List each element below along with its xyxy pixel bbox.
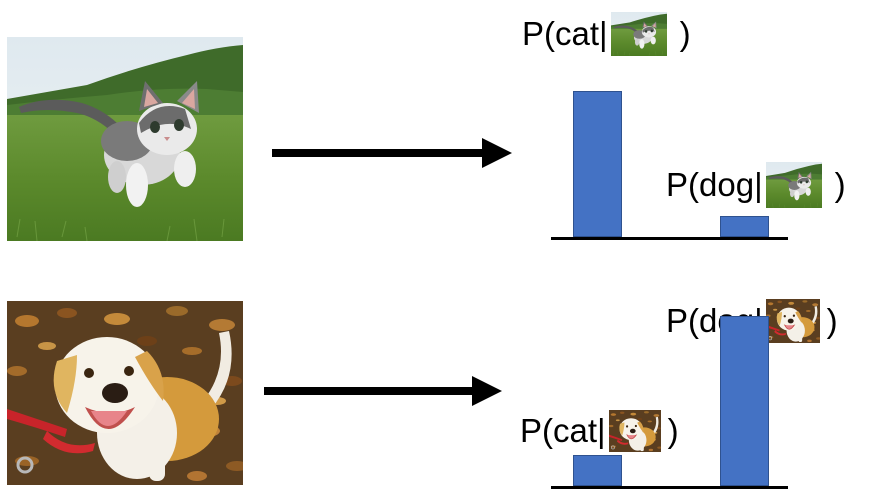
bar-cat	[573, 455, 622, 486]
label-suffix: )	[826, 302, 838, 339]
cat-thumbnail	[611, 12, 667, 56]
row-cat: P(cat | ) P(dog | )	[0, 0, 894, 250]
label-suffix: )	[834, 166, 846, 203]
label-prefix: P(cat	[520, 412, 598, 449]
label-p-cat: P(cat | )	[520, 410, 679, 452]
label-p-dog: P(dog | )	[666, 162, 846, 208]
label-separator: |	[754, 166, 763, 203]
label-separator: |	[599, 15, 608, 52]
label-p-cat: P(cat | )	[522, 12, 691, 56]
dog-thumbnail	[766, 299, 820, 343]
bar-cat	[573, 91, 622, 237]
bar-dog	[720, 316, 769, 486]
arrow-right-icon	[264, 376, 502, 406]
row-dog: P(dog | ) P(cat | )	[0, 250, 894, 500]
label-prefix: P(dog	[666, 166, 755, 203]
label-suffix: )	[667, 412, 679, 449]
dog-photo	[7, 301, 243, 485]
cat-thumbnail	[766, 162, 822, 208]
bar-dog	[720, 216, 769, 237]
cat-photo	[7, 37, 243, 241]
dog-thumbnail	[609, 410, 661, 452]
axis-baseline	[551, 486, 788, 489]
label-separator: |	[597, 412, 606, 449]
arrow-right-icon	[272, 138, 512, 168]
label-suffix: )	[679, 15, 691, 52]
label-prefix: P(cat	[522, 15, 600, 52]
axis-baseline	[551, 237, 788, 240]
